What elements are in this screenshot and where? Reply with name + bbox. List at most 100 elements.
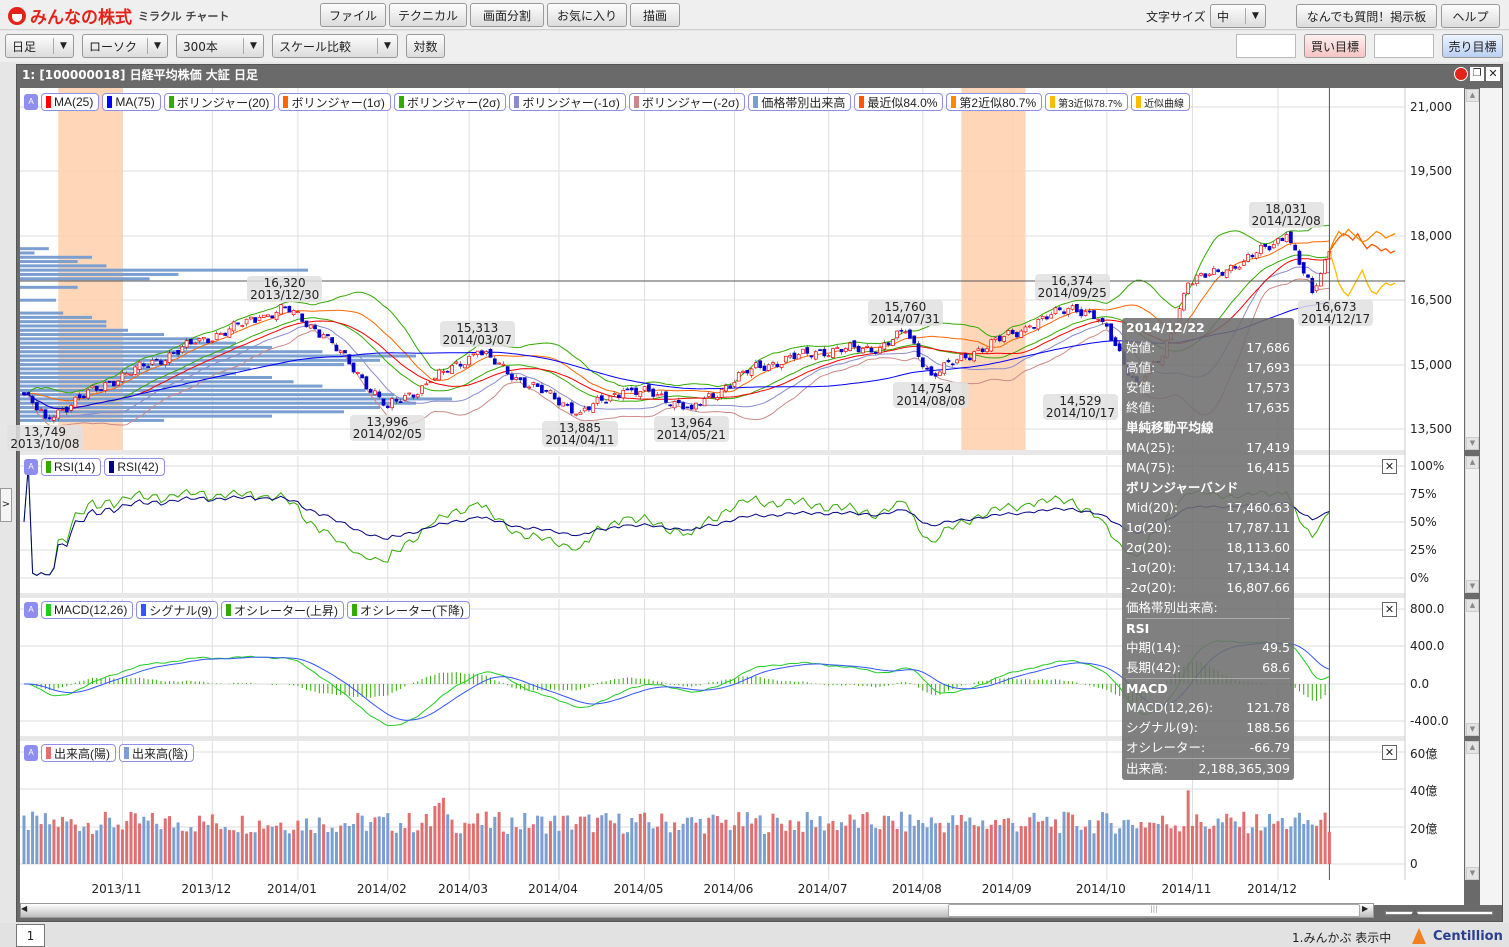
close-volume-panel-icon[interactable]: ✕: [1382, 745, 1397, 760]
candle: [933, 373, 938, 377]
log-scale-button[interactable]: 対数: [406, 34, 445, 58]
legend-item[interactable]: 価格帯別出来高: [748, 93, 852, 111]
legend-item[interactable]: シグナル(9): [136, 601, 219, 619]
volume-vscrollbar[interactable]: ▲ ▼: [1465, 741, 1479, 880]
tooltip-label: 安値:: [1126, 380, 1156, 395]
scale-select[interactable]: スケール比較 ▼: [272, 34, 398, 58]
price-tick: 19,500: [1410, 164, 1452, 178]
close-macd-panel-icon[interactable]: ✕: [1382, 602, 1397, 617]
panel-divider[interactable]: [20, 593, 1405, 598]
scroll-down-icon[interactable]: ▼: [1466, 867, 1479, 880]
period-select[interactable]: 日足 ▼: [5, 34, 74, 58]
menu-favorites-button[interactable]: お気に入り: [547, 3, 627, 27]
scroll-left-icon[interactable]: ◀: [21, 904, 28, 913]
font-size-label: 文字サイズ: [1146, 10, 1206, 24]
window-tab-1[interactable]: 1: [16, 924, 45, 947]
font-size-select[interactable]: 中 ▼: [1210, 4, 1266, 28]
bollinger-mid-line: [23, 254, 1330, 410]
legend-item[interactable]: 出来高(陰): [119, 744, 194, 762]
legend-item[interactable]: RSI(14): [41, 458, 102, 476]
candle: [364, 376, 369, 390]
menu-draw-button[interactable]: 描画: [630, 3, 680, 27]
panel-divider[interactable]: [20, 736, 1405, 741]
legend-item[interactable]: 出来高(陽): [41, 744, 116, 762]
price-vscrollbar[interactable]: ▲ ▼: [1465, 89, 1479, 450]
candle: [835, 347, 840, 350]
volume-bar: [403, 828, 407, 864]
tooltip-value: 17,635: [1246, 400, 1290, 415]
legend-item[interactable]: ボリンジャー(-1σ): [509, 93, 626, 111]
scroll-down-icon[interactable]: ▼: [1466, 437, 1479, 450]
mascot-icon[interactable]: [1454, 67, 1468, 81]
candle: [107, 381, 112, 383]
candle: [813, 351, 818, 360]
volume-bar: [236, 832, 240, 864]
scroll-up-icon[interactable]: ▲: [1466, 599, 1479, 612]
volume-bar: [1178, 831, 1182, 864]
legend-item[interactable]: 近似曲線: [1131, 93, 1191, 111]
legend-item[interactable]: ボリンジャー(20): [163, 93, 276, 111]
volume-bar: [343, 823, 347, 864]
legend-item[interactable]: オシレーター(下降): [347, 601, 471, 619]
candle: [899, 329, 904, 332]
candle: [668, 404, 673, 407]
legend-item[interactable]: 第2近似80.7%: [946, 93, 1043, 111]
sell-target-input[interactable]: [1374, 34, 1434, 58]
scroll-up-icon[interactable]: ▲: [1466, 741, 1479, 754]
tooltip-label: MACD(12,26):: [1126, 700, 1214, 715]
scrollbar-thumb[interactable]: |||: [948, 904, 1360, 917]
legend-item[interactable]: MACD(12,26): [41, 601, 134, 619]
volume-bar: [1036, 821, 1040, 864]
menu-file-button[interactable]: ファイル: [320, 3, 386, 27]
legend-item[interactable]: 第3近似78.7%: [1045, 93, 1129, 111]
legend-item[interactable]: RSI(42): [104, 458, 165, 476]
price-annotation: 14,529 2014/10/17: [1042, 393, 1118, 420]
candle: [861, 348, 865, 354]
scroll-down-icon[interactable]: ▼: [1466, 580, 1479, 593]
menu-technical-button[interactable]: テクニカル: [389, 3, 467, 27]
zoom-slider-handle[interactable]: ▲: [1411, 906, 1419, 917]
legend-item[interactable]: ボリンジャー(1σ): [278, 93, 391, 111]
tooltip-value: 2,188,365,309: [1198, 761, 1290, 776]
legend-item[interactable]: 最近似84.0%: [854, 93, 944, 111]
scroll-down-icon[interactable]: ▼: [1466, 723, 1479, 736]
board-button[interactable]: なんでも質問！掲示板: [1296, 4, 1437, 28]
scroll-up-icon[interactable]: ▲: [1466, 89, 1479, 102]
indicator-settings-button[interactable]: A: [24, 94, 38, 110]
chart-type-select[interactable]: ローソク ▼: [82, 34, 168, 58]
buy-target-input[interactable]: [1236, 34, 1296, 58]
scroll-up-icon[interactable]: ▲: [1466, 456, 1479, 469]
indicator-settings-button[interactable]: A: [24, 459, 38, 475]
indicator-settings-button[interactable]: A: [24, 602, 38, 618]
macd-vscrollbar[interactable]: ▲ ▼: [1465, 599, 1479, 736]
restore-window-icon[interactable]: ❐: [1470, 67, 1484, 81]
legend-item[interactable]: オシレーター(上昇): [221, 601, 345, 619]
legend-item[interactable]: MA(75): [102, 93, 161, 111]
volume-bar: [202, 821, 206, 864]
volume-bar: [1190, 825, 1194, 864]
legend-item[interactable]: ボリンジャー(2σ): [393, 93, 507, 111]
volume-bar: [831, 820, 835, 864]
menu-split-button[interactable]: 画面分割: [470, 3, 544, 27]
volume-profile-bar: [20, 401, 416, 405]
volume-bar: [638, 813, 642, 864]
zoom-slider[interactable]: [1385, 911, 1493, 915]
legend-item[interactable]: MA(25): [41, 93, 100, 111]
candle: [201, 337, 206, 340]
scroll-right-icon[interactable]: ▶: [1362, 904, 1369, 913]
buy-target-button[interactable]: 買い目標: [1304, 34, 1366, 58]
panel-divider[interactable]: [20, 450, 1405, 455]
rsi-vscrollbar[interactable]: ▲ ▼: [1465, 456, 1479, 593]
legend-item[interactable]: ボリンジャー(-2σ): [628, 93, 746, 111]
help-button[interactable]: ヘルプ: [1441, 4, 1500, 28]
volume-bar: [459, 833, 463, 864]
legend-swatch: [398, 96, 404, 108]
tooltip-row: MA(75): 16,415: [1126, 458, 1290, 478]
indicator-settings-button[interactable]: A: [24, 745, 38, 761]
close-rsi-panel-icon[interactable]: ✕: [1382, 459, 1397, 474]
side-panel-toggle[interactable]: >: [0, 488, 12, 522]
bars-select[interactable]: 300本 ▼: [176, 34, 264, 58]
volume-bar: [172, 827, 176, 864]
sell-target-button[interactable]: 売り目標: [1442, 34, 1503, 58]
close-window-icon[interactable]: ✕: [1486, 67, 1500, 81]
